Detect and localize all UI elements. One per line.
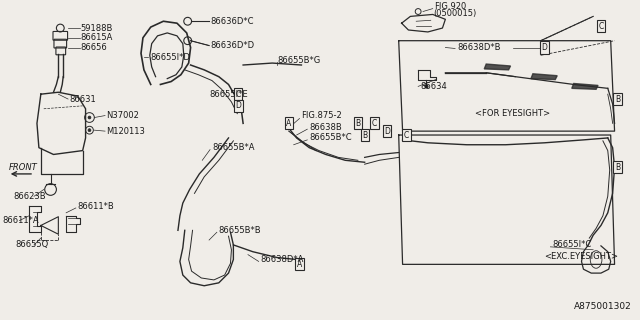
- Text: 86656: 86656: [81, 43, 108, 52]
- Text: D: D: [236, 101, 241, 110]
- Text: 86638B: 86638B: [309, 123, 342, 132]
- Text: C: C: [598, 22, 604, 31]
- Text: M120113: M120113: [106, 127, 145, 136]
- Text: 86636D*C: 86636D*C: [210, 17, 253, 26]
- Text: N37002: N37002: [106, 111, 139, 120]
- Text: FRONT: FRONT: [9, 163, 38, 172]
- Text: 86655B*C: 86655B*C: [309, 133, 352, 142]
- Polygon shape: [572, 84, 598, 89]
- Text: 86611*A: 86611*A: [2, 216, 38, 225]
- Text: (0500015): (0500015): [434, 9, 477, 18]
- Text: 86655B*G: 86655B*G: [277, 56, 321, 65]
- Text: 86615A: 86615A: [81, 33, 113, 42]
- Polygon shape: [484, 64, 511, 70]
- Text: C: C: [404, 131, 409, 140]
- Text: 86655I*C: 86655I*C: [552, 240, 591, 249]
- Text: B: B: [615, 94, 620, 104]
- Text: B: B: [615, 163, 620, 172]
- Circle shape: [88, 116, 91, 119]
- Text: B: B: [355, 119, 360, 128]
- Text: 59188B: 59188B: [81, 24, 113, 33]
- Text: 86638D*B: 86638D*B: [457, 43, 500, 52]
- Circle shape: [88, 129, 91, 132]
- Text: 86623B: 86623B: [13, 192, 46, 201]
- Text: 86655Q: 86655Q: [15, 240, 49, 249]
- Text: C: C: [236, 90, 241, 99]
- Text: 86631: 86631: [69, 94, 96, 104]
- Text: 86611*B: 86611*B: [78, 202, 115, 211]
- Text: D: D: [541, 43, 547, 52]
- Text: 86638D*A: 86638D*A: [260, 255, 304, 264]
- Polygon shape: [531, 74, 557, 80]
- Text: 86634: 86634: [420, 82, 447, 91]
- Text: 86636D*D: 86636D*D: [210, 41, 254, 50]
- Text: A: A: [286, 119, 291, 128]
- Text: 86655I*E: 86655I*E: [209, 90, 248, 99]
- Text: A: A: [297, 260, 302, 269]
- Text: 86655B*A: 86655B*A: [212, 143, 255, 152]
- Text: B: B: [362, 131, 367, 140]
- Text: 86655I*D: 86655I*D: [151, 53, 191, 62]
- Text: FIG.875-2: FIG.875-2: [301, 111, 342, 120]
- Text: FIG.920: FIG.920: [434, 2, 466, 11]
- Text: 86655B*B: 86655B*B: [219, 226, 261, 235]
- Text: <EXC.EYESIGHT>: <EXC.EYESIGHT>: [545, 252, 618, 261]
- Text: <FOR EYESIGHT>: <FOR EYESIGHT>: [474, 109, 550, 118]
- Text: D: D: [384, 127, 390, 136]
- Text: A875001302: A875001302: [573, 302, 632, 311]
- Text: C: C: [372, 119, 377, 128]
